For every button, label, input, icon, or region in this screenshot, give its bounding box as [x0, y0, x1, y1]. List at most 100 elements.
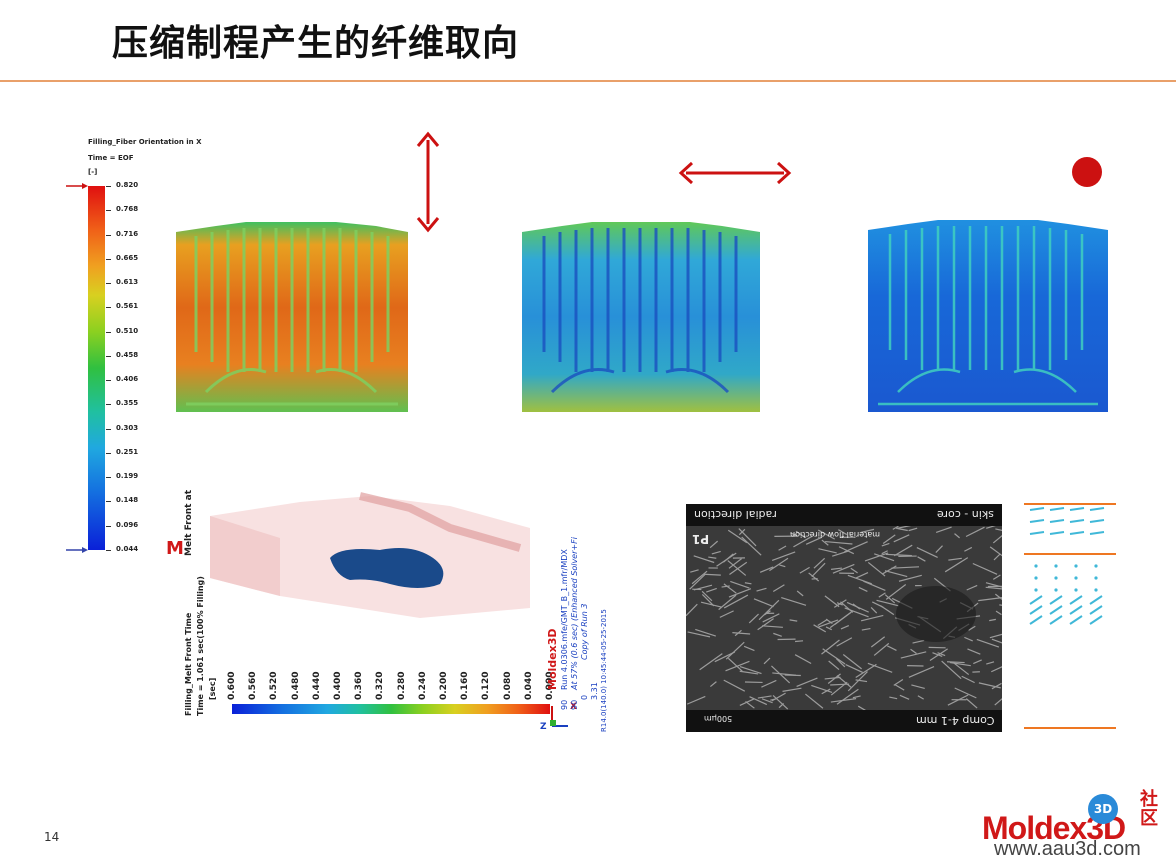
sem-fiber	[830, 567, 843, 570]
sem-fiber	[706, 587, 717, 593]
sem-fiber	[978, 682, 1001, 689]
colorbar-tick-label: 0.665	[116, 253, 139, 262]
sem-fiber	[824, 595, 840, 608]
sem-fiber	[771, 692, 786, 702]
sem-fiber	[847, 574, 872, 585]
sem-fiber	[944, 557, 969, 573]
layer-fiber-dot	[1054, 564, 1058, 568]
moldex-brand: Moldex3D	[546, 628, 559, 691]
sem-fiber	[773, 632, 782, 637]
melt-front-tick-label: 0.040	[523, 671, 534, 700]
sem-fiber	[689, 574, 706, 590]
sem-fiber	[817, 618, 828, 627]
layer-fiber-dot	[1074, 576, 1078, 580]
sem-fiber	[757, 618, 774, 631]
colorbar-tick	[106, 380, 111, 382]
colorbar-tick-label: 0.613	[116, 278, 139, 287]
sem-fiber	[769, 557, 789, 572]
sem-fiber	[972, 562, 998, 575]
sem-fiber	[878, 592, 886, 598]
sem-fiber	[861, 528, 875, 533]
sem-fiber	[847, 671, 868, 692]
sem-fiber	[840, 624, 850, 630]
melt-front-tick-label: 0.080	[502, 671, 513, 700]
melt-front-brand-mark: M	[166, 538, 184, 559]
sem-sub-label: material flow direction	[790, 530, 881, 539]
axis-z-label: Z	[540, 722, 547, 732]
layer-fiber-mark	[1089, 531, 1105, 535]
layer-fiber-dot	[1074, 588, 1078, 592]
colorbar-tick-label: 0.716	[116, 229, 139, 238]
sem-fiber	[897, 527, 908, 532]
sem-fiber	[899, 694, 910, 700]
melt-front-tick-label: 0.440	[311, 671, 322, 700]
layer-fiber-mark	[1029, 615, 1043, 625]
sem-fiber	[845, 663, 863, 673]
sem-fiber	[779, 564, 786, 568]
colorbar-tick-label: 0.148	[116, 496, 139, 505]
sem-fiber	[908, 666, 935, 678]
layer-fiber-dot	[1054, 576, 1058, 580]
sem-fiber	[789, 619, 798, 622]
sem-fiber	[778, 545, 787, 551]
sem-corner-label: P1	[692, 532, 710, 546]
sem-fiber	[964, 636, 973, 642]
sem-fiber	[840, 601, 854, 613]
sem-fiber	[873, 642, 890, 656]
sem-fiber	[762, 625, 783, 628]
sem-fiber	[992, 534, 1002, 544]
sem-fiber	[821, 639, 840, 655]
sem-fiber	[727, 560, 747, 576]
melt-front-title: Filling_Melt Front Time	[184, 612, 193, 716]
sem-fiber	[941, 660, 962, 680]
sem-fiber	[825, 626, 832, 631]
sem-fiber	[745, 700, 755, 709]
sem-fiber	[734, 629, 742, 637]
sem-fiber	[978, 597, 1002, 602]
run-line-1: Run 4.0306.mfe/GMT_B_1.mfr/MDX	[560, 549, 569, 690]
sem-fiber	[822, 648, 846, 665]
layer-fiber-mark	[1089, 605, 1103, 615]
sem-fiber	[723, 594, 749, 609]
sem-fiber	[935, 526, 952, 533]
sem-fiber	[832, 563, 855, 574]
layer-fiber-mark	[1029, 519, 1045, 523]
sem-fiber	[805, 536, 823, 545]
sem-fiber	[989, 633, 1002, 639]
sem-scale-label: 500μm	[704, 714, 733, 723]
sem-fiber	[838, 546, 855, 555]
layer-fiber-mark	[1049, 605, 1063, 615]
sem-fiber	[796, 590, 804, 597]
title-divider	[0, 80, 1176, 82]
sem-fiber	[893, 534, 910, 543]
sem-fiber	[721, 585, 730, 588]
sem-fiber	[719, 610, 734, 618]
layer-fiber-mark	[1089, 519, 1105, 523]
sem-fiber	[743, 645, 755, 652]
sem-fiber	[753, 598, 774, 608]
melt-front-time: Time = 1.061 sec(100% Filling)	[196, 576, 205, 716]
sem-fiber	[898, 574, 922, 582]
sem-fiber	[739, 666, 762, 675]
sem-fiber	[727, 529, 748, 544]
sem-fiber	[838, 529, 848, 536]
sem-fiber	[818, 619, 839, 628]
layer-fiber-mark	[1069, 605, 1083, 615]
run-value-3: 0	[580, 694, 589, 700]
colorbar-tick-label: 0.303	[116, 423, 139, 432]
sem-fiber	[881, 550, 888, 555]
melt-front-tick-label: 0.480	[290, 671, 301, 700]
run-value-1: 90	[560, 699, 569, 710]
sem-fiber	[782, 687, 802, 692]
melt-front-tick-label: 0.160	[460, 671, 471, 700]
sem-fiber	[855, 679, 868, 683]
sem-fiber	[990, 666, 1002, 673]
sem-fiber	[917, 556, 926, 562]
fiber-orientation-render-x	[522, 222, 760, 412]
sem-skin-core-label: skin - core	[937, 508, 994, 521]
sem-fiber	[900, 651, 927, 659]
axis-triad-icon	[550, 706, 568, 727]
sem-fiber	[828, 660, 840, 670]
layer-fiber-mark	[1049, 519, 1065, 523]
sem-fiber	[876, 599, 899, 607]
